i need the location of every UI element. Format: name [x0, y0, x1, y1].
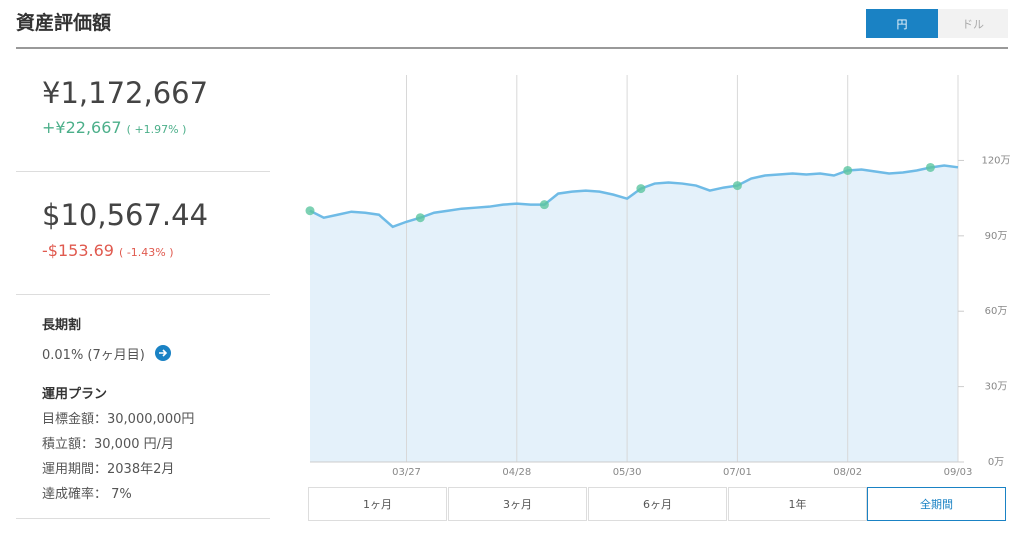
- separator: [16, 518, 270, 519]
- range-button[interactable]: 3ヶ月: [448, 487, 587, 521]
- range-button[interactable]: 1ヶ月: [308, 487, 447, 521]
- marker: [305, 206, 315, 216]
- y-tick-label: 30万: [985, 382, 1008, 393]
- plan-item: 運用期間：2038年2月: [42, 462, 175, 477]
- marker: [843, 165, 853, 175]
- usd-change-pct: ( -1.43% ): [119, 246, 174, 259]
- y-tick-label: 120万: [981, 155, 1010, 166]
- range-button[interactable]: 6ヶ月: [588, 487, 727, 521]
- marker: [636, 184, 646, 194]
- yen-amount: ¥1,172,667: [42, 76, 209, 110]
- chart: 03/27 04/28 05/30 07/01 08/02 09/03 0万 30万 60万 90…: [305, 75, 1011, 478]
- x-tick-label: 08/02: [833, 467, 862, 478]
- long-term-title: 長期割: [42, 318, 82, 333]
- x-tick-label: 05/30: [613, 467, 642, 478]
- yen-change-value: +¥22,667: [42, 118, 122, 137]
- marker: [539, 200, 549, 210]
- marker: [925, 162, 935, 172]
- range-button[interactable]: 全期間: [867, 487, 1006, 521]
- marker: [415, 213, 425, 223]
- y-tick-label: 90万: [985, 231, 1008, 242]
- marker: [732, 181, 742, 191]
- info-arrow[interactable]: [154, 344, 172, 362]
- page-title: 資産評価額: [16, 12, 112, 34]
- y-tick-label: 0万: [988, 457, 1004, 468]
- separator: [16, 171, 270, 172]
- x-tick-label: 07/01: [723, 467, 752, 478]
- yen-change: +¥22,667 ( +1.97% ): [42, 118, 186, 137]
- area: [310, 165, 958, 462]
- range-button[interactable]: 1年: [728, 487, 867, 521]
- y-tick-label: 60万: [985, 306, 1008, 317]
- usd-change: -$153.69 ( -1.43% ): [42, 241, 174, 260]
- plan-item: 目標金額：30,000,000円: [42, 412, 195, 427]
- header-rule: [16, 47, 1008, 49]
- x-tick-label: 03/27: [392, 467, 421, 478]
- long-term-value: 0.01% (7ヶ月目): [42, 348, 145, 363]
- plan-item: 積立額：30,000 円/月: [42, 437, 174, 452]
- usd-change-value: -$153.69: [42, 241, 114, 260]
- plan-title: 運用プラン: [42, 387, 108, 402]
- x-tick-label: 09/03: [944, 467, 973, 478]
- toggle-usd[interactable]: ドル: [938, 9, 1008, 38]
- yen-change-pct: ( +1.97% ): [126, 123, 187, 136]
- x-tick-label: 04/28: [502, 467, 531, 478]
- plan-item: 達成確率： 7%: [42, 487, 132, 502]
- usd-amount: $10,567.44: [42, 198, 209, 232]
- toggle-yen[interactable]: 円: [866, 9, 938, 38]
- separator: [16, 294, 270, 295]
